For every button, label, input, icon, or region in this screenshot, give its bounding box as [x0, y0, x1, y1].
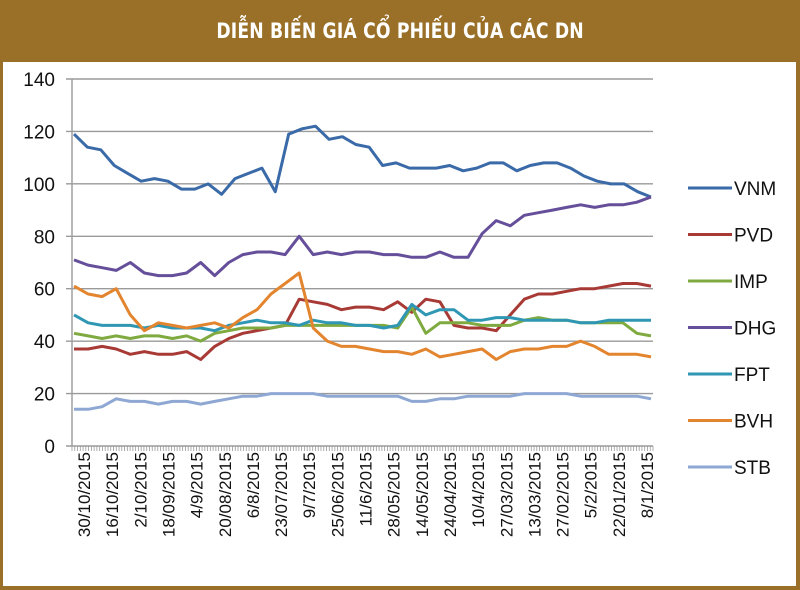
y-axis: 0 20 40 60 80 100 120 140	[23, 70, 73, 458]
series-line-bvh	[73, 271, 652, 361]
y-tick-label: 60	[34, 280, 55, 301]
x-tick-label: 24/04/2015	[441, 452, 460, 537]
series-line-dhg	[73, 195, 652, 278]
y-tick-label: 140	[23, 70, 55, 91]
series-line-fpt	[73, 302, 651, 333]
x-tick-label: 22/01/2015	[610, 452, 629, 537]
legend-item-dhg: DHG	[688, 319, 776, 340]
title-bar: DIỄN BIẾN GIÁ CỔ PHIẾU CỦA CÁC DN	[0, 0, 800, 62]
legend-label: FPT	[734, 365, 770, 386]
legend-item-stb: STB	[688, 458, 771, 479]
x-tick-label: 20/08/2015	[216, 452, 235, 537]
y-tick-label: 20	[34, 385, 55, 406]
legend-label: VNM	[734, 179, 776, 200]
x-tick-label: 8/1/2015	[638, 452, 657, 518]
x-tick-label: 25/06/2015	[328, 452, 347, 537]
legend-label: IMP	[734, 272, 768, 293]
series-line-stb	[74, 392, 652, 411]
legend-label: BVH	[734, 412, 773, 433]
legend-item-bvh: BVH	[688, 412, 773, 433]
x-tick-label: 9/7/2015	[300, 452, 319, 518]
legend-item-vnm: VNM	[688, 179, 776, 200]
chart-title: DIỄN BIẾN GIÁ CỔ PHIẾU CỦA CÁC DN	[216, 19, 584, 43]
series-line-vnm	[72, 124, 652, 199]
x-tick-label: 5/2/2015	[582, 452, 601, 518]
x-tick-label: 13/03/2015	[525, 452, 544, 537]
series-lines	[72, 124, 652, 411]
x-tick-label: 6/8/2015	[244, 452, 263, 518]
legend-label: STB	[734, 458, 771, 479]
y-tick-label: 0	[44, 437, 55, 458]
y-tick-label: 80	[34, 227, 55, 248]
legend-item-imp: IMP	[688, 272, 768, 293]
legend-label: PVD	[734, 226, 773, 247]
gridlines	[66, 78, 653, 447]
series-line-pvd	[74, 282, 652, 361]
x-tick-label: 14/05/2015	[413, 452, 432, 537]
x-tick-label: 27/03/2015	[497, 452, 516, 537]
x-tick-label: 28/05/2015	[385, 452, 404, 537]
x-tick-label: 11/6/2015	[357, 452, 376, 526]
legend-label: DHG	[734, 319, 776, 340]
x-tick-label: 10/4/2015	[469, 452, 488, 528]
x-axis: 30/10/2015 16/10/2015 2/10/2015 18/09/2015 4…	[71, 446, 657, 537]
y-tick-label: 100	[23, 175, 55, 196]
legend-item-fpt: FPT	[688, 365, 770, 386]
legend: VNM PVD IMP DHG FPT BVH STB	[688, 179, 776, 479]
y-tick-label: 40	[34, 332, 55, 353]
x-tick-label: 23/07/2015	[272, 452, 291, 537]
x-tick-label: 16/10/2015	[103, 452, 122, 537]
y-tick-label: 120	[23, 122, 55, 143]
x-tick-label: 18/09/2015	[159, 452, 178, 537]
x-tick-label: 2/10/2015	[131, 452, 150, 528]
x-tick-label: 4/9/2015	[188, 452, 207, 518]
x-tick-label: 27/02/2015	[554, 452, 573, 537]
legend-item-pvd: PVD	[688, 226, 773, 247]
x-tick-label: 30/10/2015	[75, 452, 94, 537]
